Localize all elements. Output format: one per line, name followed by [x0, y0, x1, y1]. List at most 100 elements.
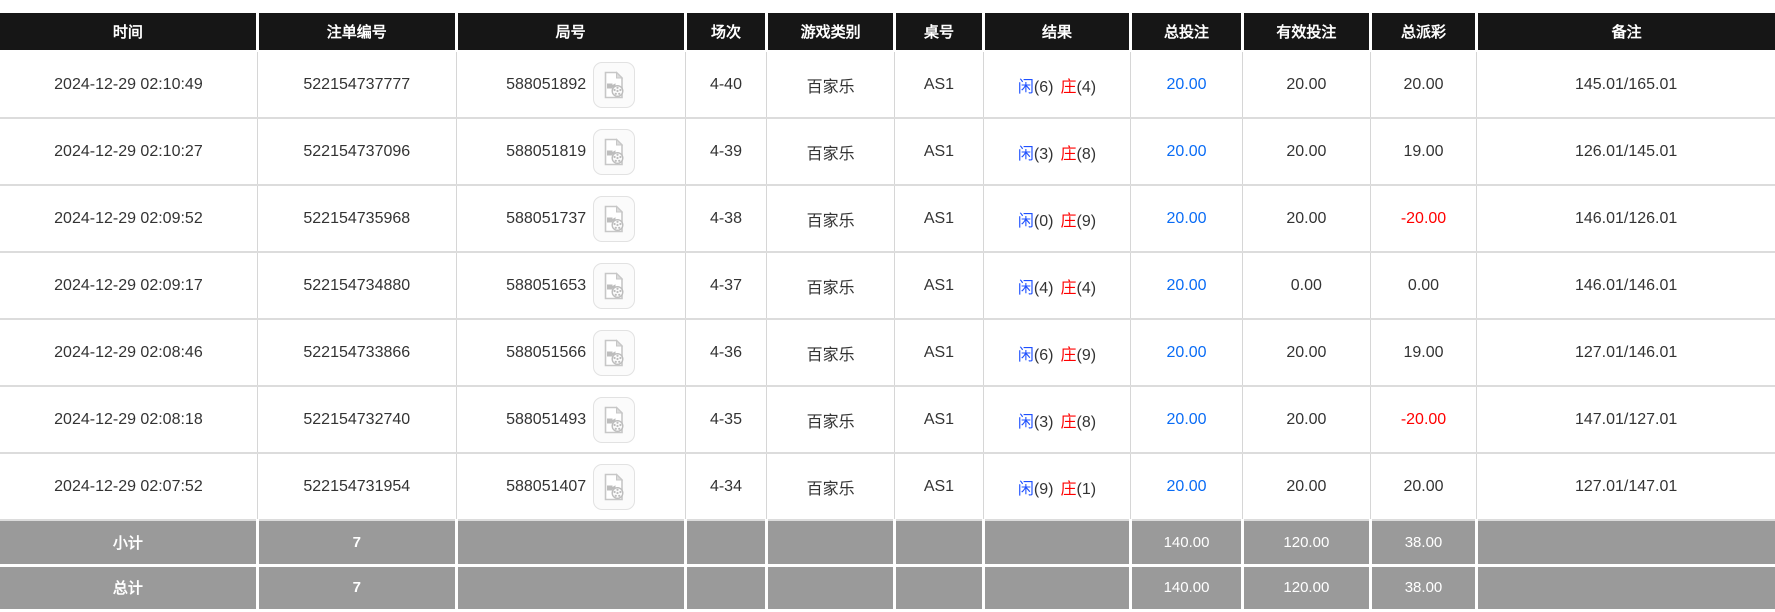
round-number: 588051407: [506, 477, 587, 495]
total-bet-link[interactable]: 20.00: [1166, 276, 1207, 294]
round-cell: 588051819: [456, 118, 686, 186]
valid-bet-cell: 20.00: [1242, 118, 1371, 186]
total-bet-link[interactable]: 20.00: [1166, 75, 1207, 93]
banker-result-score: (8): [1076, 145, 1097, 163]
session-cell: 4-39: [685, 118, 768, 186]
summary-count-cell: 7: [257, 565, 458, 612]
total-bet-link[interactable]: 20.00: [1166, 142, 1207, 160]
total-bet-link[interactable]: 20.00: [1166, 209, 1207, 227]
player-result-score: (6): [1033, 346, 1054, 364]
summary-count-cell: 7: [257, 520, 458, 567]
column-header-remark: 备注: [1475, 13, 1775, 52]
player-result-score: (6): [1033, 78, 1054, 96]
bet-id-cell: 522154731954: [257, 453, 457, 521]
column-header-game-type: 游戏类别: [765, 13, 897, 52]
round-cell: 588051737: [456, 185, 686, 253]
total-bet-link[interactable]: 20.00: [1166, 410, 1207, 428]
video-file-icon: [604, 338, 624, 366]
summary-empty-session-cell: [685, 520, 769, 567]
player-result-score: (9): [1033, 480, 1054, 498]
table-no-cell: AS1: [894, 185, 984, 253]
valid-bet-cell: 20.00: [1242, 386, 1371, 454]
total-bet-link[interactable]: 20.00: [1166, 343, 1207, 361]
bet-id-cell: 522154737096: [257, 118, 457, 186]
banker-result-label: 庄: [1060, 78, 1077, 96]
video-file-icon: [604, 70, 624, 98]
valid-bet-cell: 0.00: [1242, 252, 1371, 320]
time-cell: 2024-12-29 02:09:17: [0, 252, 258, 320]
session-cell: 4-37: [685, 252, 768, 320]
banker-result-label: 庄: [1060, 212, 1077, 230]
total-bet-link[interactable]: 20.00: [1166, 477, 1207, 495]
video-replay-button[interactable]: [593, 329, 636, 376]
table-no-cell: AS1: [894, 51, 984, 119]
video-replay-button[interactable]: [593, 262, 636, 309]
banker-result-score: (1): [1076, 480, 1097, 498]
table-no-cell: AS1: [894, 386, 984, 454]
player-result-label: 闲: [1017, 413, 1034, 431]
remark-cell: 147.01/127.01: [1476, 386, 1775, 454]
summary-empty-game-cell: [766, 520, 897, 567]
video-file-icon: [604, 405, 624, 433]
valid-bet-cell: 20.00: [1242, 51, 1371, 119]
remark-cell: 146.01/126.01: [1476, 185, 1775, 253]
summary-row: 小计 7 140.00 120.00 38.00: [0, 520, 1775, 567]
player-result-score: (4): [1033, 279, 1054, 297]
column-header-payout: 总派彩: [1368, 13, 1479, 52]
summary-valid-bet-cell: 120.00: [1242, 520, 1372, 567]
time-cell: 2024-12-29 02:10:49: [0, 51, 258, 119]
bet-id-cell: 522154733866: [257, 319, 457, 387]
session-cell: 4-40: [685, 51, 768, 119]
video-replay-button[interactable]: [593, 463, 636, 510]
table-no-cell: AS1: [894, 118, 984, 186]
summary-payout-cell: 38.00: [1370, 520, 1479, 567]
player-result-label: 闲: [1017, 145, 1034, 163]
time-cell: 2024-12-29 02:07:52: [0, 453, 258, 521]
bet-id-cell: 522154737777: [257, 51, 457, 119]
video-replay-button[interactable]: [593, 128, 636, 175]
table-row: 2024-12-29 02:09:52 522154735968 5880517…: [0, 185, 1775, 253]
video-replay-button[interactable]: [593, 61, 636, 108]
remark-cell: 146.01/146.01: [1476, 252, 1775, 320]
round-number: 588051566: [506, 343, 587, 361]
summary-empty-table-cell: [894, 520, 985, 567]
player-result-label: 闲: [1017, 279, 1034, 297]
summary-label-cell: 小计: [0, 520, 259, 567]
time-cell: 2024-12-29 02:09:52: [0, 185, 258, 253]
summary-valid-bet-cell: 120.00: [1242, 565, 1372, 612]
round-number: 588051737: [506, 209, 587, 227]
summary-empty-round-cell: [456, 520, 687, 567]
banker-result-score: (4): [1076, 279, 1097, 297]
table-row: 2024-12-29 02:07:52 522154731954 5880514…: [0, 453, 1775, 521]
player-result-score: (3): [1033, 145, 1054, 163]
result-cell: 闲(6) 庄(4): [983, 51, 1132, 119]
summary-payout-cell: 38.00: [1370, 565, 1479, 612]
banker-result-score: (9): [1076, 346, 1097, 364]
table-no-cell: AS1: [894, 319, 984, 387]
player-result-label: 闲: [1017, 212, 1034, 230]
result-cell: 闲(3) 庄(8): [983, 386, 1132, 454]
payout-cell: -20.00: [1370, 386, 1478, 454]
round-cell: 588051493: [456, 386, 686, 454]
valid-bet-cell: 20.00: [1242, 319, 1371, 387]
game-type-cell: 百家乐: [766, 185, 896, 253]
round-cell: 588051407: [456, 453, 686, 521]
game-type-cell: 百家乐: [766, 51, 896, 119]
banker-result-label: 庄: [1060, 279, 1077, 297]
column-header-valid-bet: 有效投注: [1240, 13, 1372, 52]
video-replay-button[interactable]: [593, 396, 636, 443]
column-header-bet-id: 注单编号: [255, 13, 458, 52]
bet-records-table: 时间 注单编号 局号 场次 游戏类别 桌号 结果 总投注 有效投注 总派彩 备注…: [0, 13, 1775, 612]
video-file-icon: [604, 472, 624, 500]
session-cell: 4-38: [685, 185, 768, 253]
column-header-table-no: 桌号: [893, 13, 985, 52]
bet-id-cell: 522154734880: [257, 252, 457, 320]
table-row: 2024-12-29 02:10:27 522154737096 5880518…: [0, 118, 1775, 186]
remark-cell: 127.01/147.01: [1476, 453, 1775, 521]
table-row: 2024-12-29 02:08:18 522154732740 5880514…: [0, 386, 1775, 454]
banker-result-score: (8): [1076, 413, 1097, 431]
table-no-cell: AS1: [894, 453, 984, 521]
video-replay-button[interactable]: [593, 195, 636, 242]
remark-cell: 126.01/145.01: [1476, 118, 1775, 186]
time-cell: 2024-12-29 02:10:27: [0, 118, 258, 186]
